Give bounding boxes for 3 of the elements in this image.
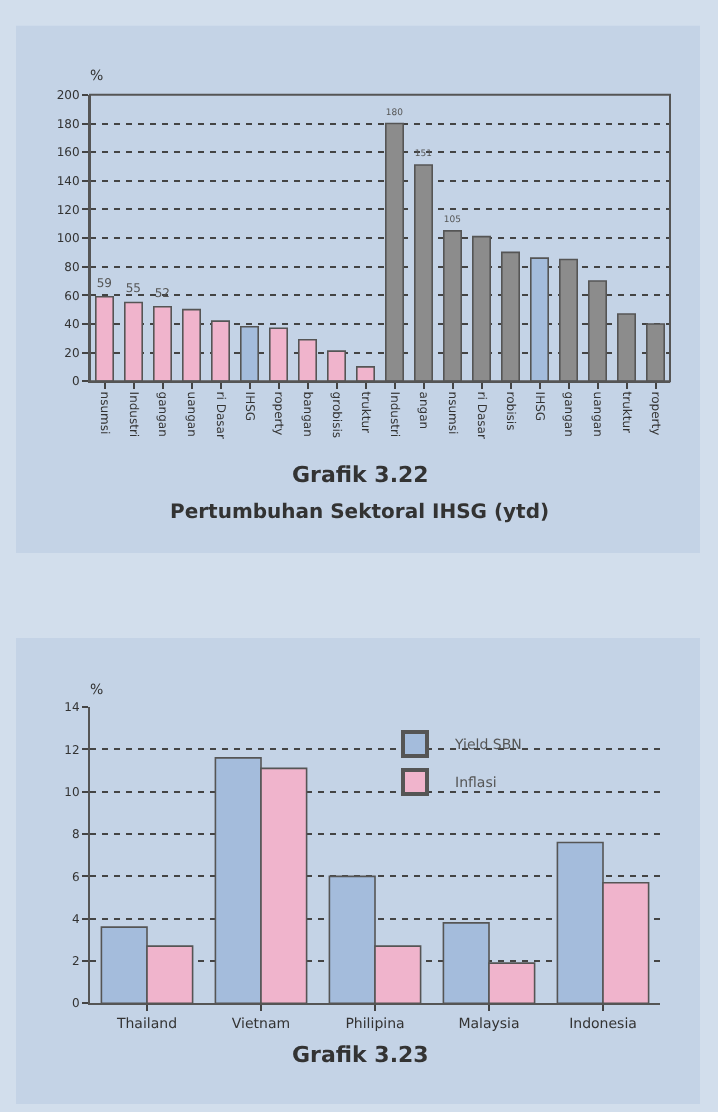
text: Pertumbuhan Sektoral IHSG (ytd): [170, 502, 550, 524]
text: Grafik 3.23: [292, 1042, 429, 1068]
text: Grafik 3.22: [292, 462, 429, 488]
